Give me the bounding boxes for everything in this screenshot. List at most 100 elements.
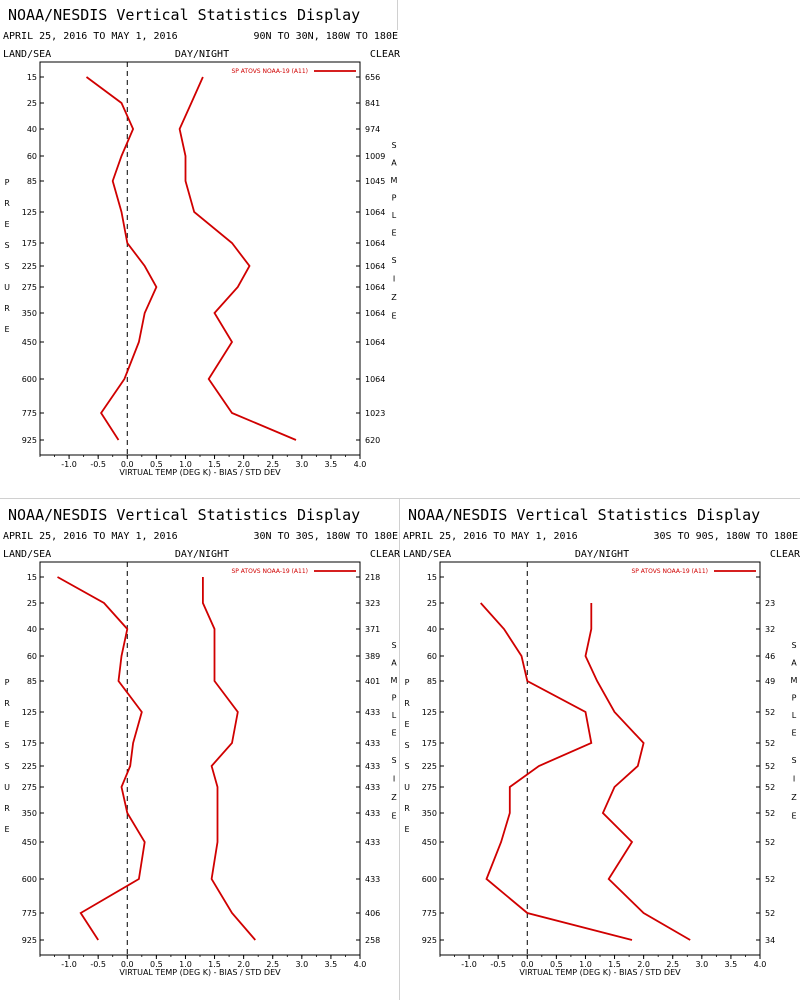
x-tick-label: -0.5 [90,960,106,969]
sample-letter: S [391,141,396,150]
pressure-label: 175 [422,739,437,748]
vertical-divider-top [397,0,398,30]
date-range: APRIL 25, 2016 TO MAY 1, 2016 [403,531,578,542]
pressure-label: 85 [427,677,437,686]
sample-letter: E [391,229,396,238]
x-tick-label: 0.0 [521,960,534,969]
pressure-label: 350 [422,809,437,818]
x-tick-label: -0.5 [490,960,506,969]
panel-3: NOAA/NESDIS Vertical Statistics Display A… [403,506,800,977]
pressure-label: 600 [22,375,37,384]
pressure-label: 275 [22,783,37,792]
sample-size-label: 49 [765,677,775,686]
region-label: 90N TO 30N, 180W TO 180E [254,31,399,42]
sample-size-label: 52 [765,708,775,717]
pressure-letter: P [405,678,410,687]
x-tick-label: -1.0 [61,460,77,469]
sample-size-label: 1009 [365,152,385,161]
sample-size-label: 433 [365,809,380,818]
x-tick-label: 0.5 [550,960,563,969]
sample-letter: M [391,176,398,185]
x-tick-label: 1.0 [579,960,592,969]
sample-size-label: 323 [365,599,380,608]
sample-size-label: 52 [765,762,775,771]
sample-letter: L [392,711,397,720]
plot-frame [39,61,361,456]
panel-title: NOAA/NESDIS Vertical Statistics Display [8,506,360,524]
x-tick-label: -0.5 [90,460,106,469]
pressure-letter: R [4,199,10,208]
sample-size-label: 433 [365,838,380,847]
sample-letter: P [392,694,397,703]
y-axis: 15 218 25 323 40 371 60 389 85 401 125 433 175 433 225… [22,573,381,945]
sample-size-label: 52 [765,838,775,847]
x-tick-label: 2.0 [237,460,250,469]
sample-size-label: 433 [365,739,380,748]
day-night-label: DAY/NIGHT [575,549,629,560]
pressure-label: 40 [27,125,37,134]
bias-series-line [85,76,158,441]
sample-letter: S [391,641,396,650]
region-label: 30S TO 90S, 180W TO 180E [654,531,799,542]
sample-letter: P [792,694,797,703]
x-tick-label: 4.0 [754,960,767,969]
x-tick-label: 3.5 [725,960,738,969]
sample-letter: E [791,729,796,738]
pressure-letter: R [4,304,10,313]
sample-size-label: 52 [765,783,775,792]
pressure-letter: E [404,825,409,834]
x-tick-label: 2.5 [266,960,279,969]
pressure-label: 175 [22,739,37,748]
date-range: APRIL 25, 2016 TO MAY 1, 2016 [3,531,178,542]
day-night-label: DAY/NIGHT [175,549,229,560]
pressure-label: 225 [422,762,437,771]
bias-series-line [480,602,633,941]
pressure-label: 40 [427,625,437,634]
plot-frame [439,561,761,956]
size-letter: I [393,275,395,284]
x-tick-label: 1.5 [208,960,221,969]
pressure-letter: R [4,804,10,813]
clear-label: CLEAR [370,549,401,560]
sample-letter: S [791,641,796,650]
x-tick-label: 3.5 [325,960,338,969]
pressure-letter: E [4,325,9,334]
size-letter: E [791,812,796,821]
x-axis-label: VIRTUAL TEMP (DEG K) - BIAS / STD DEV [119,468,281,477]
pressure-label: 15 [27,573,37,582]
pressure-label: 125 [422,708,437,717]
pressure-letter: P [5,678,10,687]
pressure-label: 85 [27,677,37,686]
pressure-label: 275 [422,783,437,792]
pressure-letter: R [4,699,10,708]
sample-letter: M [791,676,798,685]
sample-size-label: 1064 [365,262,385,271]
horizontal-divider [0,498,800,499]
x-tick-label: 3.0 [295,960,308,969]
pressure-label: 600 [22,875,37,884]
x-tick-label: 0.0 [121,460,134,469]
pressure-label: 60 [427,652,437,661]
pressure-letter: S [404,741,409,750]
x-tick-label: 1.0 [179,960,192,969]
pressure-label: 25 [27,99,37,108]
pressure-letter: S [404,762,409,771]
x-tick-label: 0.0 [121,960,134,969]
date-range: APRIL 25, 2016 TO MAY 1, 2016 [3,31,178,42]
pressure-label: 225 [22,762,37,771]
std-series-line [178,76,297,441]
y-axis: 15 25 23 40 32 60 46 85 49 125 52 175 52 225 52 275 52 35… [422,573,775,945]
pressure-label: 450 [22,338,37,347]
sample-size-label: 974 [365,125,380,134]
panel-2: NOAA/NESDIS Vertical Statistics Display A… [3,506,401,977]
sample-size-label: 389 [365,652,380,661]
x-axis: -1.0 -0.5 0.0 0.5 1.0 1.5 2.0 2.5 3.0 3.5 4.0 [39,955,366,969]
sample-size-label: 46 [765,652,775,661]
y-axis: 15 656 25 841 40 974 60 1009 85 1045 125 1064 175 106… [22,73,386,445]
x-axis-label: VIRTUAL TEMP (DEG K) - BIAS / STD DEV [519,968,681,977]
pressure-label: 775 [22,409,37,418]
vertical-divider-bottom [399,498,400,1000]
